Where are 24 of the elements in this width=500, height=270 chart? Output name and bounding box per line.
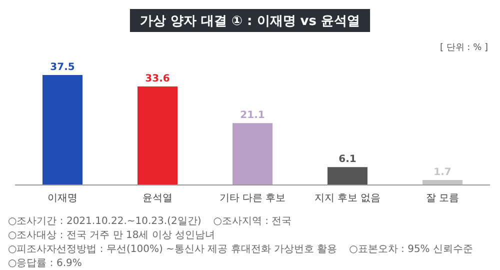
x-tick-label: 잘 모름 — [426, 193, 460, 204]
text: ○조사기간 : 2021.10.22.~10.23.(2일간) — [8, 216, 202, 227]
data-label: 37.5 — [50, 62, 75, 73]
text: ○조사대상 : 전국 거주 만 18세 이상 성인남녀 — [8, 230, 216, 241]
data-label: 6.1 — [338, 154, 356, 166]
text: ○응답률 : 6.9% — [8, 258, 82, 269]
x-tick-label: 이재명 — [48, 193, 78, 204]
bar — [422, 180, 462, 185]
text: ○피조사자선정방법 : 무선(100%) ~통신사 제공 휴대전화 가상번호 활용 — [8, 244, 338, 255]
data-label: 21.1 — [240, 110, 265, 122]
chart-subtitle: [ 단위 : % ] — [440, 43, 488, 53]
bar — [232, 123, 272, 185]
title: 가상 양자 대결 ① : 이재명 vs 윤석열 — [130, 9, 370, 32]
text: ○조사지역 : 전국 — [213, 216, 292, 227]
bar — [138, 86, 178, 185]
bar — [42, 75, 82, 185]
text: ○표본오차 : 95% 신뢰수준 — [349, 244, 473, 255]
bar — [328, 167, 368, 185]
x-tick-label: 기타 다른 후보 — [219, 193, 286, 204]
x-tick-label: 윤석열 — [142, 193, 172, 204]
data-label: 1.7 — [434, 167, 452, 178]
data-label: 33.6 — [145, 73, 170, 84]
chart-title: 가상 양자 대결 ① : 이재명 vs 윤석열 — [140, 14, 360, 29]
x-tick-label: 지지 후보 없음 — [314, 193, 381, 204]
